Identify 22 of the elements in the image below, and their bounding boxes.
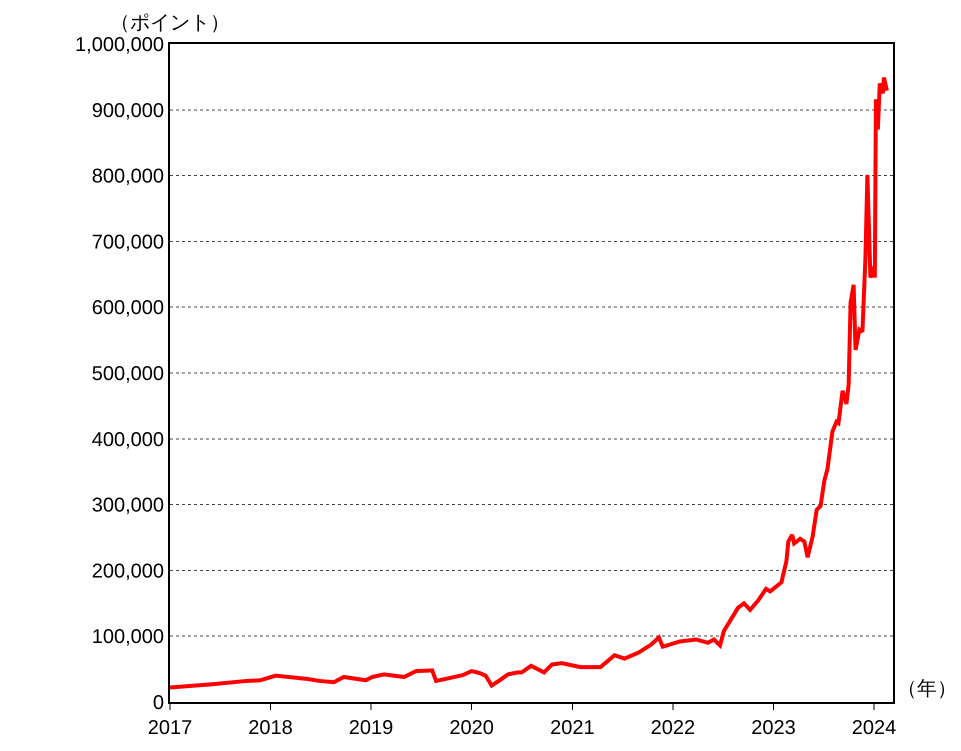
y-tick-label: 300,000: [92, 494, 164, 517]
x-tick-label: 2020: [449, 717, 494, 739]
y-axis-title: （ポイント）: [110, 12, 230, 34]
x-tick-label: 2019: [348, 717, 394, 739]
x-axis-title: （年）: [897, 678, 957, 700]
y-tick-label: 900,000: [92, 100, 164, 122]
x-tick-label: 2022: [650, 717, 696, 739]
y-tick-label: 500,000: [92, 363, 164, 385]
y-tick-label: 200,000: [92, 560, 164, 582]
x-tick-label: 2021: [550, 717, 595, 739]
y-tick-label: 100,000: [92, 626, 164, 648]
x-tick-label: 2018: [248, 717, 293, 739]
y-tick-label: 800,000: [92, 166, 164, 188]
x-tick-label: 2023: [751, 717, 796, 739]
line-series: [170, 76, 889, 690]
y-tick-label: 1,000,000: [75, 34, 164, 56]
x-tick-label: 2017: [148, 717, 192, 739]
y-tick-label: 0: [152, 692, 164, 714]
y-tick-label: 700,000: [92, 231, 164, 254]
x-tick-label: 2024: [852, 717, 896, 739]
y-tick-label: 400,000: [92, 428, 164, 451]
y-tick-label: 600,000: [92, 297, 164, 320]
